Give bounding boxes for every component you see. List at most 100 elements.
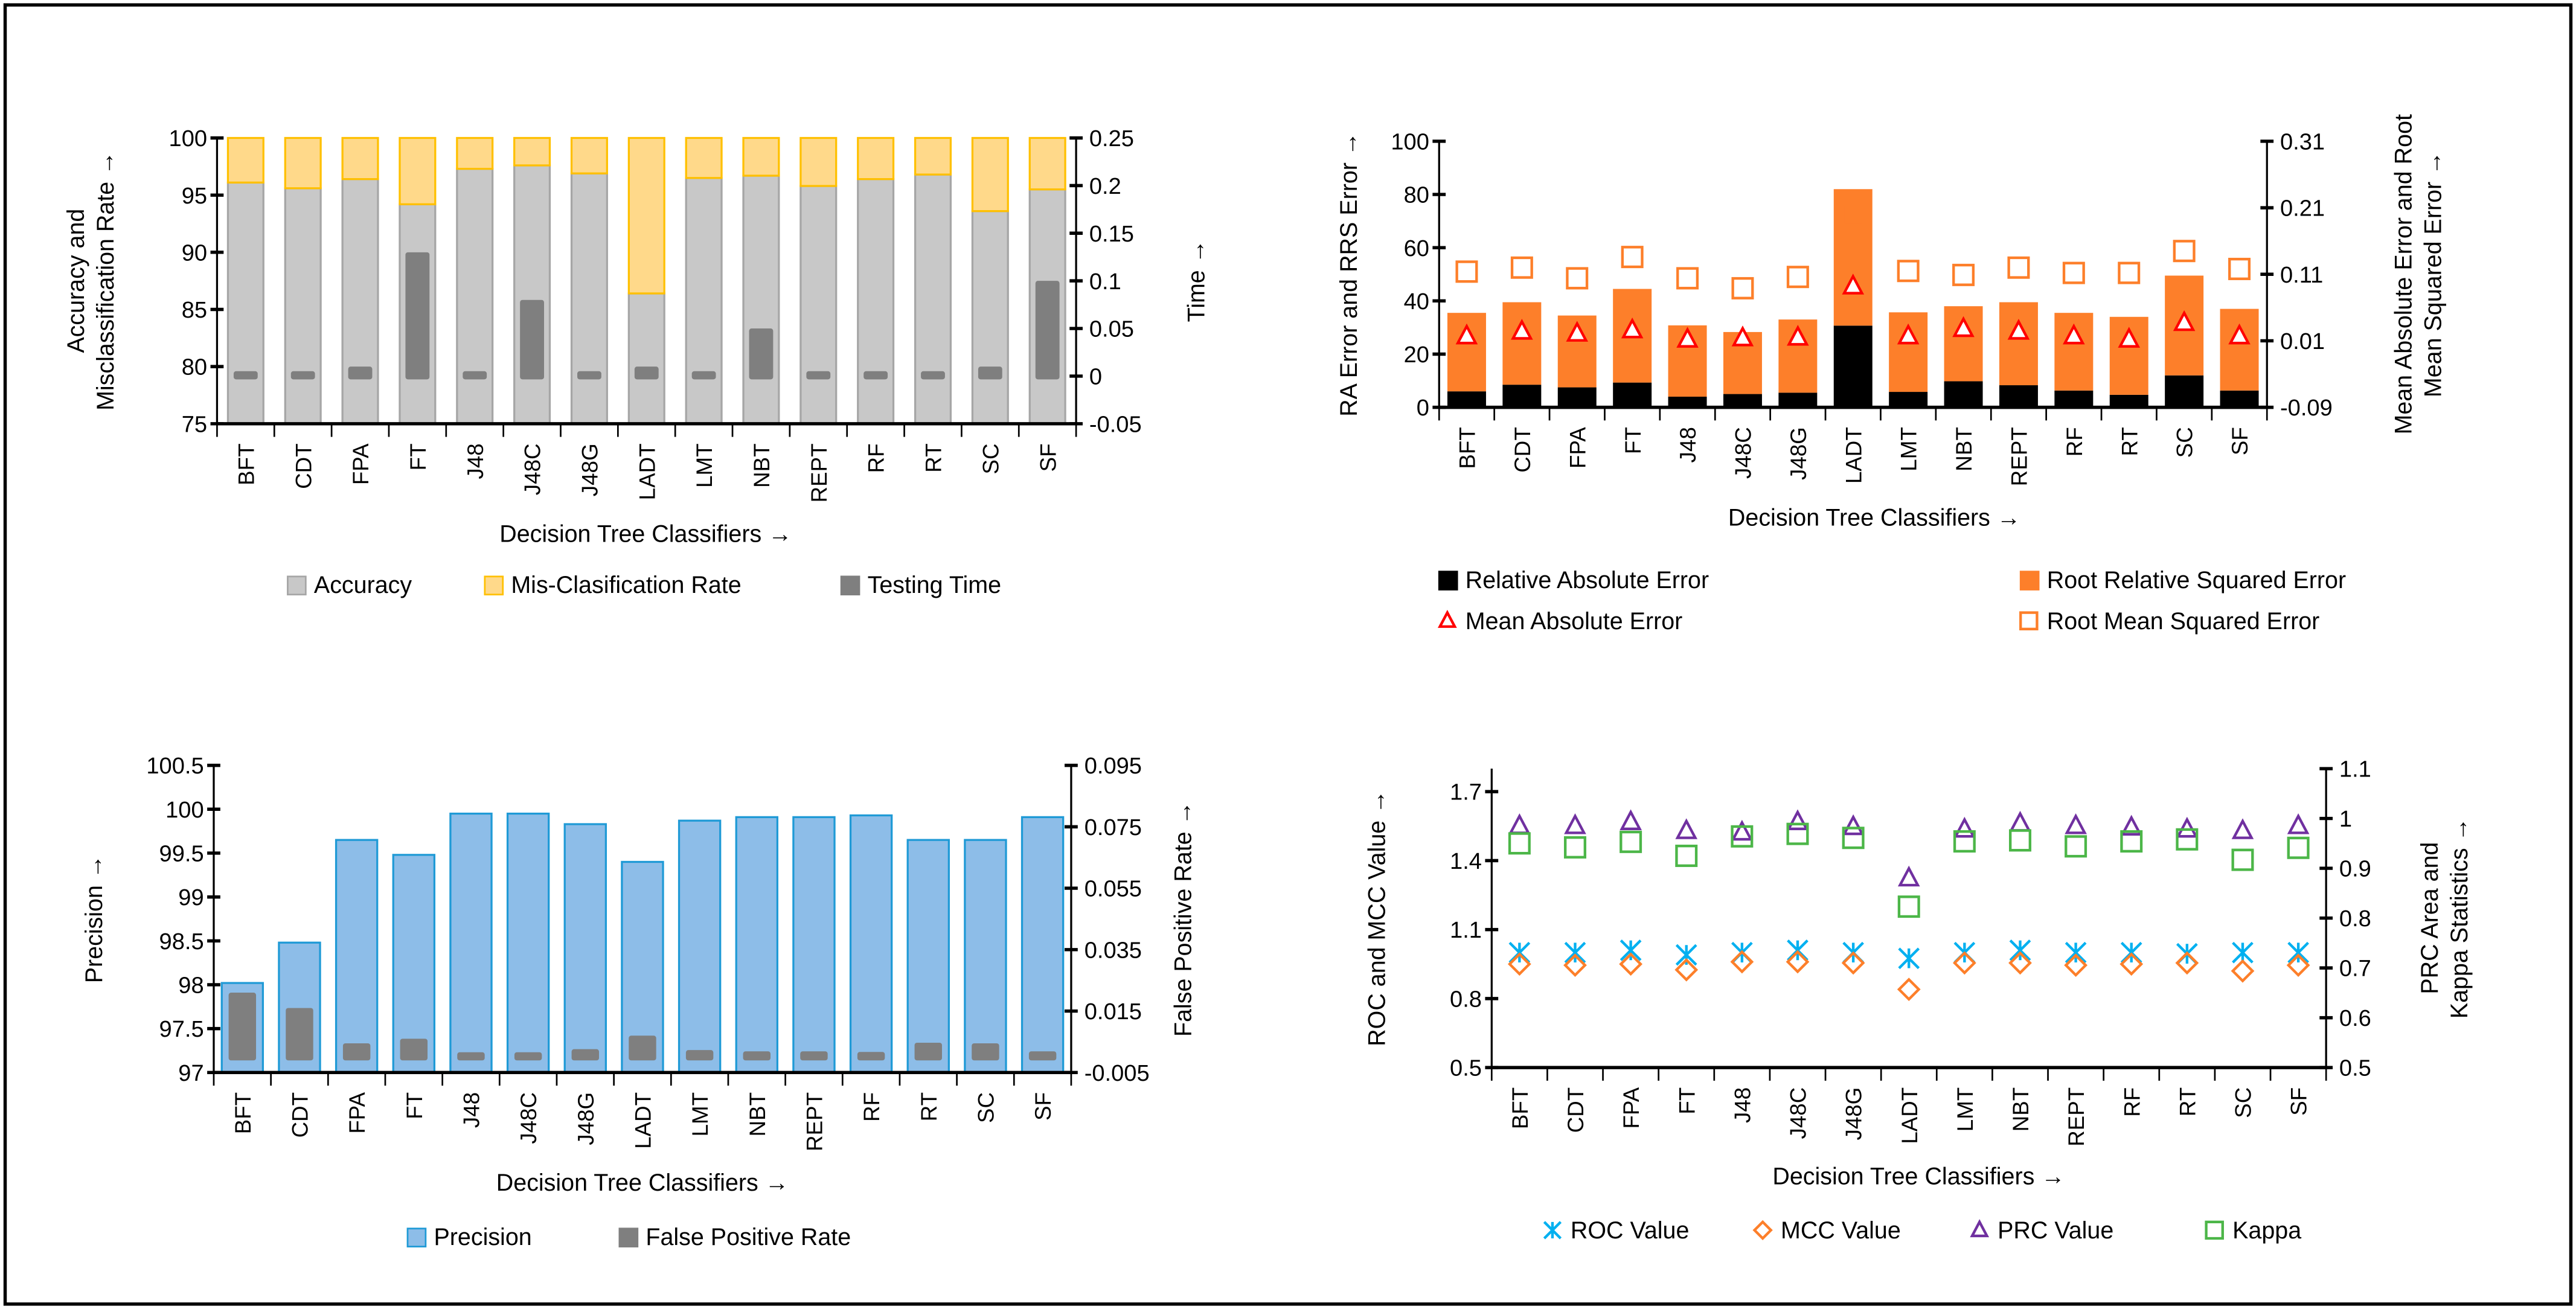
y-tick-label: 97.5: [159, 1017, 204, 1042]
bar: [1557, 387, 1597, 408]
legend-label: Accuracy: [314, 572, 412, 598]
bar: [921, 371, 945, 380]
data-point: [1564, 813, 1586, 834]
x-tick-label: RF: [2062, 427, 2087, 456]
x-tick-label: SF: [2228, 427, 2252, 455]
data-point: [2065, 813, 2087, 834]
x-tick-label: FPA: [1619, 1087, 1644, 1128]
data-point: [1507, 952, 1531, 976]
legend-label: Mean Absolute Error: [1466, 608, 1683, 635]
legend: ROC Value MCC Value PRC Value Kappa: [1543, 1217, 2301, 1244]
x-tick-label: FT: [1621, 427, 1645, 454]
legend-swatch: [2019, 571, 2040, 590]
bar: [799, 185, 838, 425]
legend-item: ROC Value: [1543, 1217, 1689, 1244]
y2-tick-label: 1.1: [2339, 757, 2371, 783]
x-tick-label: LMT: [692, 443, 717, 487]
x-tick-label: SF: [1031, 1092, 1056, 1121]
data-point: [1508, 832, 1531, 855]
x-tick-label: FPA: [345, 1092, 370, 1133]
bar: [228, 993, 257, 1061]
y-tick-label: 1.4: [1450, 849, 1482, 874]
bar: [857, 136, 895, 181]
bar: [392, 854, 436, 1074]
y-tick-label: 98.5: [159, 929, 204, 955]
y-tick-label: 60: [1404, 236, 1429, 261]
bar: [2165, 375, 2204, 408]
x-tick-label: BFT: [231, 1092, 255, 1134]
data-point: [1675, 818, 1698, 839]
x-tick-label: J48C: [1731, 427, 1756, 479]
chart-3: 97 97.5 98 98.5 99 99.5 100 100.5 -0.005 0.015 0.0…: [81, 754, 1196, 1250]
x-tick-label: SC: [974, 1092, 999, 1123]
x-tick-label: J48G: [1842, 1087, 1866, 1141]
bar: [1999, 302, 2038, 386]
square-icon: [2205, 1220, 2224, 1240]
bar: [857, 178, 895, 425]
y2-tick-label: 0.25: [1089, 126, 1134, 152]
y2-tick-label: 0.01: [2280, 329, 2325, 354]
bar: [857, 1052, 885, 1061]
data-point: [1786, 822, 1809, 845]
data-point: [1731, 277, 1754, 299]
legend-swatch: [840, 575, 860, 596]
x-tick-label: J48: [1730, 1087, 1755, 1123]
x-tick-label: RT: [2117, 427, 2142, 456]
x-tick-label: REPT: [807, 443, 831, 502]
data-point: [1731, 825, 1754, 848]
y2-axis-title: Kappa Statistics →: [2446, 818, 2473, 1019]
data-point: [1842, 827, 1865, 850]
bar: [634, 366, 659, 380]
bar: [735, 816, 778, 1074]
y2-tick-label: 0.6: [2339, 1006, 2371, 1031]
series-root-mean-squared-error: [1455, 203, 2251, 299]
bar: [449, 812, 493, 1074]
x-tick-label: SC: [978, 443, 1003, 474]
data-point: [2175, 951, 2199, 975]
legend-label: Mis-Clasification Rate: [511, 572, 741, 598]
x-tick-label: BFT: [234, 443, 258, 485]
bar: [1723, 394, 1762, 408]
x-axis-title: Decision Tree Classifiers →: [496, 1170, 789, 1196]
bar: [457, 1052, 485, 1061]
x-tick-label: J48: [460, 1092, 484, 1128]
data-point: [1511, 319, 1533, 340]
y2-tick-label: 0.2: [1089, 174, 1121, 199]
y-tick-label: 100: [1391, 130, 1429, 155]
x-tick-label: CDT: [1563, 1087, 1588, 1133]
x-tick-label: BFT: [1508, 1087, 1533, 1129]
bar: [1502, 385, 1542, 408]
data-point: [1675, 844, 1698, 867]
series-testing-time: [233, 252, 1060, 380]
bar: [914, 1042, 942, 1061]
y2-axis-title: Time →: [1183, 240, 1210, 322]
y2-axis-title: Mean Squared Error →: [2420, 151, 2447, 397]
bar: [520, 299, 544, 380]
y-tick-label: 99: [178, 885, 203, 911]
legend-item: Relative Absolute Error: [1438, 567, 1709, 594]
y2-tick-label: 0.31: [2280, 130, 2325, 155]
x-tick-label: BFT: [1455, 427, 1480, 469]
diamond-icon: [1752, 1220, 1773, 1241]
x-tick-label: CDT: [288, 1092, 313, 1138]
bar: [284, 187, 322, 425]
y2-tick-label: 0.075: [1085, 815, 1142, 840]
x-tick-label: REPT: [2007, 427, 2032, 486]
bar: [678, 819, 722, 1074]
y-tick-label: 0.8: [1450, 987, 1482, 1012]
triangle-icon: [1970, 1219, 1990, 1238]
bar: [456, 167, 494, 425]
chart-1: 75 80 85 90 95 100 -0.05 0 0.05 0.1 0.15 0.2 0.25 BFT…: [63, 126, 1210, 598]
bar: [514, 1052, 542, 1061]
y2-tick-label: 0.8: [2339, 906, 2371, 932]
bar: [226, 181, 264, 425]
x-tick-label: RT: [917, 1092, 941, 1121]
data-point: [1842, 203, 1865, 226]
bar: [1833, 189, 1873, 326]
data-point: [1619, 952, 1643, 976]
data-point: [1676, 327, 1699, 348]
y2-tick-label: 0.055: [1085, 877, 1142, 902]
x-tick-label: LADT: [1841, 427, 1866, 484]
y2-tick-label: 0.1: [1089, 269, 1121, 295]
y-tick-label: 80: [1404, 183, 1429, 208]
